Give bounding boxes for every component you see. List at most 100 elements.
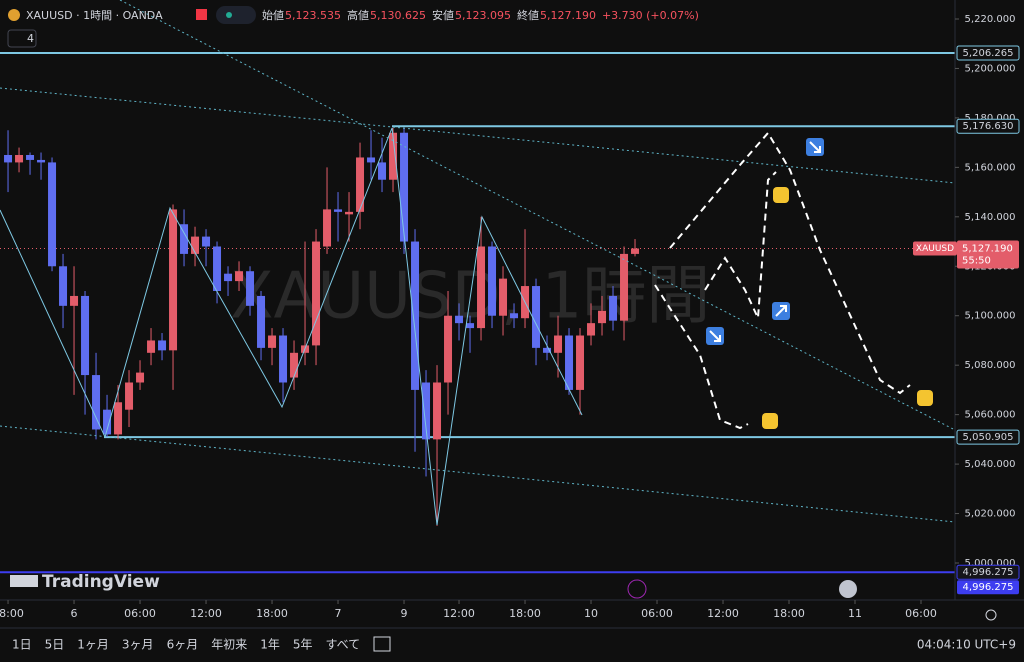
candle-body [389,132,398,180]
price-tag-label: 5,206.265 [963,48,1014,59]
candle-body [92,375,101,430]
candle-body [114,402,123,435]
candle-body [510,313,519,319]
range-button[interactable]: 1日 [12,638,32,652]
logo-text: TradingView [42,572,160,592]
toolbar: 1日 5日 1ヶ月 3ヶ月 6ヶ月 年初来 1年 5年 すべて [12,638,360,652]
y-tick-label: 5,020.000 [965,509,1016,520]
event-icon[interactable] [839,580,857,598]
candle-body [543,347,552,353]
candle-body [411,241,420,390]
candle-body [422,382,431,440]
x-tick-label: 12:00 [190,607,222,620]
candle-body [213,246,222,291]
candle-body [268,335,277,348]
candle-body [246,271,255,306]
ohlc-value: 5,127.190 [540,9,596,22]
clock: 04:04:10 UTC+9 [917,638,1016,652]
x-tick-label: 06:00 [124,607,156,620]
candle-body [367,157,376,163]
ohlc: 始値 5,123.535 高値 5,130.625 安値 5,123.095 終値 5,127… [262,8,699,22]
candle-body [466,323,475,329]
candle-body [609,295,618,321]
status-dot [226,12,232,18]
arrow-icon [775,305,787,317]
price-tag [957,580,1019,595]
candle-body [169,209,178,351]
candle-body [598,310,607,324]
y-tick-label: 5,040.000 [965,459,1016,470]
projection [704,171,777,322]
candle-body [180,224,189,254]
price-tag-label: 5,176.630 [963,121,1014,132]
icons [706,138,933,429]
candle-body [587,323,596,336]
candle-body [532,286,541,348]
y-tick-label: 5,060.000 [965,410,1016,421]
range-button[interactable]: すべて [326,638,361,652]
candle-body [81,295,90,376]
y-tick-label: 5,100.000 [965,311,1016,322]
candle-body [312,241,321,346]
range-button[interactable]: 3ヶ月 [122,638,154,652]
x-tick-label: 6 [71,607,78,620]
y-tick-label: 5,160.000 [965,162,1016,173]
calendar-icon[interactable] [373,636,391,652]
symbol: XAUUSD · 1時間 · OANDA [26,9,163,22]
range-button[interactable]: 1ヶ月 [77,638,109,652]
candle-body [565,335,574,390]
candle-body [477,246,486,329]
last-price: 5,127.190 [962,243,1013,254]
candle-body [136,372,145,383]
range-button[interactable]: 5日 [45,638,65,652]
drawings [0,0,956,526]
indicator-count: 4 [27,32,34,45]
candle-body [26,154,35,160]
candle-body [290,352,299,378]
range-button[interactable]: 1年 [260,638,280,652]
candle-body [444,315,453,383]
candle-body [158,340,167,351]
candle-body [15,154,24,163]
candle-body [433,382,442,440]
symbol-tag: XAUUSD [916,244,954,254]
indicator-toggle[interactable] [7,29,37,48]
settings-icon[interactable] [985,609,997,621]
candle-body [620,253,629,321]
arrow-icon [709,330,721,342]
price-tag-label: 4,996.275 [963,567,1014,578]
y-tick-label: 5,000.000 [965,558,1016,569]
candle-body [224,273,233,282]
range-button[interactable]: 年初来 [211,638,247,652]
ohlc-value: 5,130.625 [370,9,426,22]
trendline [119,0,956,431]
x-tick-label: 12:00 [707,607,739,620]
arrow-icon [809,141,821,153]
x-tick-label: 18:00 [773,607,805,620]
candle-body [323,209,332,247]
range-button[interactable]: 5年 [293,638,313,652]
range-button[interactable]: 6ヶ月 [167,638,199,652]
candle-body [345,211,354,215]
status-pill [216,6,256,24]
x-tick-label: 18:00 [0,607,24,620]
zigzag [0,127,583,526]
candle-body [70,295,79,306]
symbol-icon [8,9,20,21]
price-tag [956,564,1020,580]
x-tick-label: 06:00 [905,607,937,620]
candle-body [631,248,640,254]
logo-mark [10,575,38,587]
candle-body [235,271,244,282]
candle-body [279,335,288,383]
x-tick-label: 7 [335,607,342,620]
x-tick-label: 12:00 [443,607,475,620]
header: XAUUSD · 1時間 · OANDA 始値 5,123.535 高値 5,130.… [7,6,699,48]
event-icon[interactable] [627,579,647,599]
flag-icon [196,9,207,20]
price-tag [956,118,1020,134]
ohlc-label: 終値 [517,8,539,22]
candle-body [576,335,585,390]
